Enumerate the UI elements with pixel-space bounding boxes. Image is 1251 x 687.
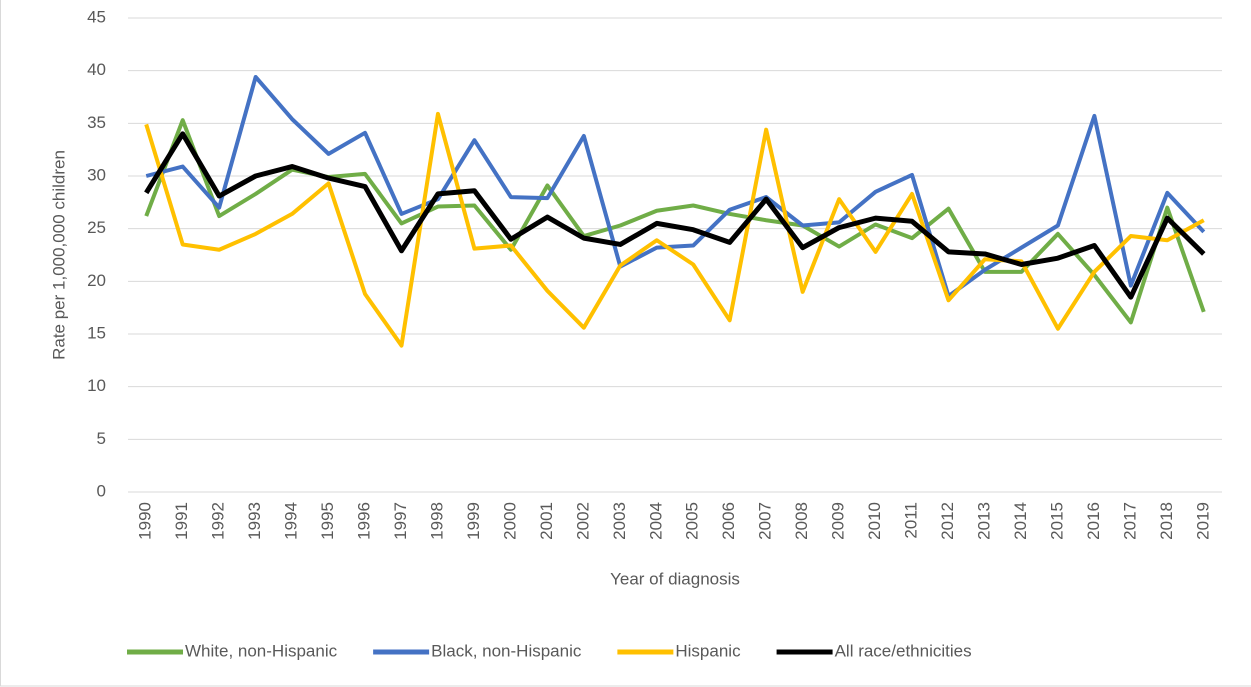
- y-tick-label: 30: [87, 165, 106, 184]
- y-tick-label: 40: [87, 60, 106, 79]
- y-tick-label: 5: [97, 429, 106, 448]
- y-axis-label: Rate per 1,000,000 children: [49, 150, 68, 360]
- series-line: [144, 118, 1206, 325]
- x-tick-label: 2017: [1120, 502, 1139, 540]
- x-tick-label: 2016: [1084, 502, 1103, 540]
- x-tick-label: 1993: [245, 502, 264, 540]
- y-tick-label: 15: [87, 323, 106, 342]
- x-tick-label: 2019: [1193, 502, 1212, 540]
- x-tick-label: 2003: [610, 502, 629, 540]
- x-tick-label: 2014: [1011, 502, 1030, 540]
- y-tick-label: 45: [87, 7, 106, 26]
- x-tick-label: 1995: [318, 502, 337, 540]
- x-tick-label: 2001: [537, 502, 556, 540]
- x-tick-label: 1990: [136, 502, 155, 540]
- x-tick-label: 2006: [719, 502, 738, 540]
- series-line: [144, 131, 1206, 300]
- x-tick-label: 2010: [865, 502, 884, 540]
- legend-label: All race/ethnicities: [835, 641, 972, 660]
- x-tick-label: 2013: [974, 502, 993, 540]
- series-line: [145, 74, 1206, 299]
- x-tick-label: 1997: [391, 502, 410, 540]
- x-axis-label: Year of diagnosis: [610, 569, 740, 588]
- x-tick-label: 1999: [464, 502, 483, 540]
- x-tick-label: 2009: [829, 502, 848, 540]
- y-tick-label: 25: [87, 218, 106, 237]
- x-tick-label: 1994: [282, 502, 301, 540]
- y-tick-label: 0: [97, 481, 106, 500]
- x-tick-label: 1991: [172, 502, 191, 540]
- legend-label: White, non-Hispanic: [185, 641, 338, 660]
- x-tick-label: 2018: [1157, 502, 1176, 540]
- x-tick-label: 2015: [1047, 502, 1066, 540]
- series-line: [144, 111, 1205, 348]
- y-tick-label: 20: [87, 271, 106, 290]
- x-tick-label: 1996: [355, 502, 374, 540]
- x-tick-label: 2007: [756, 502, 775, 540]
- x-tick-label: 2011: [902, 502, 921, 539]
- x-tick-label: 2005: [683, 502, 702, 540]
- x-tick-label: 2000: [500, 502, 519, 540]
- x-tick-label: 1998: [427, 502, 446, 540]
- x-tick-label: 2008: [792, 502, 811, 540]
- x-tick-label: 2004: [646, 502, 665, 540]
- legend-label: Hispanic: [675, 641, 741, 660]
- x-tick-label: 1992: [209, 502, 228, 540]
- x-tick-label: 2012: [938, 502, 957, 540]
- x-tick-label: 2002: [573, 502, 592, 540]
- y-tick-label: 35: [87, 113, 106, 132]
- legend-label: Black, non-Hispanic: [431, 641, 582, 660]
- y-tick-label: 10: [87, 376, 106, 395]
